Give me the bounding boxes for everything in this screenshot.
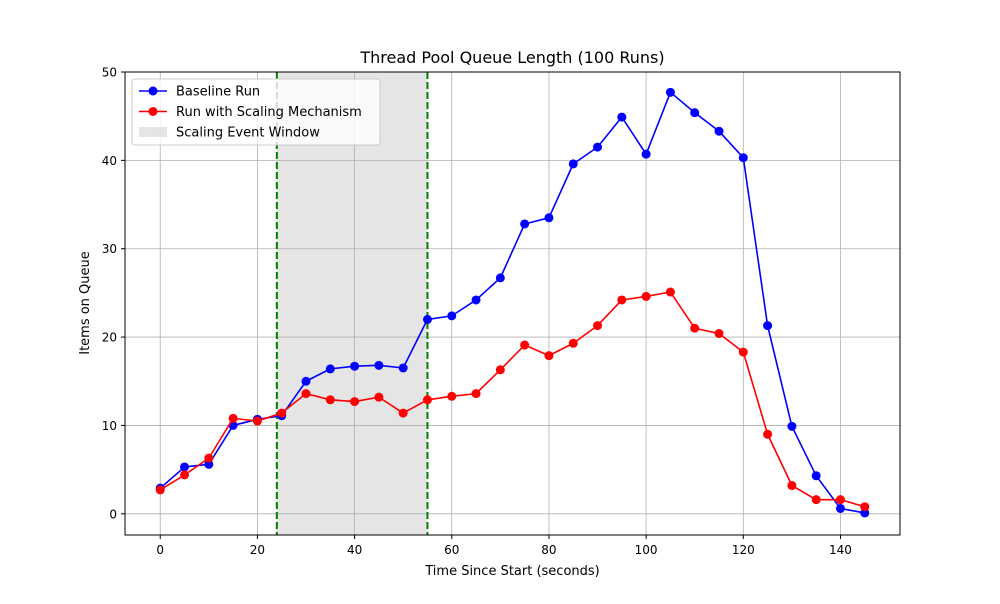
baseline-data-point	[617, 112, 627, 122]
baseline-data-point	[690, 108, 700, 118]
scaling-data-point	[252, 416, 262, 426]
scaling-data-point	[228, 413, 238, 423]
baseline-data-point	[350, 361, 360, 371]
scaling-series-line	[159, 291, 865, 508]
plot-frame	[124, 71, 901, 536]
baseline-data-point	[787, 421, 797, 431]
baseline-series-line	[159, 91, 865, 514]
scaling-data-point	[714, 329, 724, 339]
y-tick-label: 40	[102, 154, 117, 168]
scaling-data-point	[398, 408, 408, 418]
scaling-data-point	[447, 391, 457, 401]
scaling-data-point	[204, 453, 214, 463]
baseline-data-point	[301, 376, 311, 386]
scaling-window-layer	[276, 72, 428, 535]
scaling-data-point	[520, 340, 530, 350]
x-tick-label: 80	[541, 543, 556, 557]
scaling-data-point	[568, 338, 578, 348]
scaling-data-point	[544, 351, 554, 361]
scaling-window-band	[276, 72, 428, 535]
y-tick-label: 20	[102, 331, 117, 345]
legend-frame	[131, 78, 381, 146]
scaling-data-point	[860, 502, 870, 512]
legend-baseline-label: Baseline Run	[176, 85, 260, 100]
scaling-data-point	[763, 429, 773, 439]
baseline-data-point	[447, 311, 457, 321]
y-tick-label: 30	[102, 242, 117, 256]
baseline-data-point	[763, 321, 773, 331]
baseline-data-point	[568, 159, 578, 169]
scaling-data-point	[422, 395, 432, 405]
scaling-data-point	[690, 323, 700, 333]
x-tick-label: 20	[250, 543, 265, 557]
scaling-data-point	[641, 291, 651, 301]
legend-window-swatch	[139, 127, 167, 137]
baseline-data-point	[495, 273, 505, 283]
scaling-data-point	[180, 470, 190, 480]
baseline-data-point	[398, 363, 408, 373]
legend-scaling-label: Run with Scaling Mechanism	[176, 105, 362, 120]
baseline-data-point	[714, 126, 724, 136]
y-tick-label: 0	[109, 507, 117, 521]
series-layer	[155, 87, 870, 518]
scaling-data-point	[350, 397, 360, 407]
x-tick-label: 140	[829, 543, 852, 557]
baseline-data-point	[204, 459, 214, 469]
baseline-data-point	[738, 153, 748, 163]
scaling-data-point	[811, 495, 821, 505]
ticks-layer: 0 20 40 60 80 100 120 140 0 10 20 30 40 50	[102, 66, 852, 558]
scaling-data-point	[617, 295, 627, 305]
baseline-data-point	[180, 462, 190, 472]
scaling-data-point	[471, 389, 481, 399]
window-boundaries-layer	[275, 72, 429, 535]
scaling-data-point	[277, 408, 287, 418]
axes-layer	[124, 71, 901, 536]
legend-baseline-marker	[148, 86, 158, 96]
baseline-data-point	[374, 360, 384, 370]
baseline-data-point	[641, 149, 651, 159]
baseline-data-point	[811, 471, 821, 481]
scaling-data-point	[738, 347, 748, 357]
x-axis-label: Time Since Start (seconds)	[424, 564, 600, 579]
scaling-data-point	[835, 495, 845, 505]
y-tick-label: 50	[102, 66, 117, 80]
scaling-data-point	[665, 287, 675, 297]
x-tick-label: 120	[732, 543, 755, 557]
baseline-data-point	[665, 87, 675, 97]
chart-title: Thread Pool Queue Length (100 Runs)	[359, 48, 664, 67]
baseline-data-point	[835, 503, 845, 513]
x-tick-label: 60	[444, 543, 459, 557]
scaling-data-point	[325, 395, 335, 405]
baseline-data-point	[544, 213, 554, 223]
scaling-data-point	[374, 392, 384, 402]
baseline-data-point	[860, 508, 870, 518]
x-tick-label: 100	[635, 543, 658, 557]
scaling-data-point	[495, 365, 505, 375]
x-tick-label: 0	[156, 543, 164, 557]
baseline-data-point	[422, 314, 432, 324]
scaling-data-point	[301, 389, 311, 399]
scaling-data-point	[593, 321, 603, 331]
scaling-data-point	[787, 481, 797, 491]
y-tick-label: 10	[102, 419, 117, 433]
baseline-data-point	[325, 364, 335, 374]
baseline-data-point	[520, 219, 530, 229]
y-axis-label: Items on Queue	[78, 251, 93, 355]
x-tick-label: 40	[347, 543, 362, 557]
baseline-data-point	[593, 142, 603, 152]
legend-scaling-marker	[148, 107, 158, 116]
scaling-data-point	[155, 485, 165, 495]
baseline-data-point	[471, 295, 481, 305]
legend: Baseline Run Run with Scaling Mechanism …	[131, 78, 381, 146]
legend-window-label: Scaling Event Window	[176, 126, 320, 141]
